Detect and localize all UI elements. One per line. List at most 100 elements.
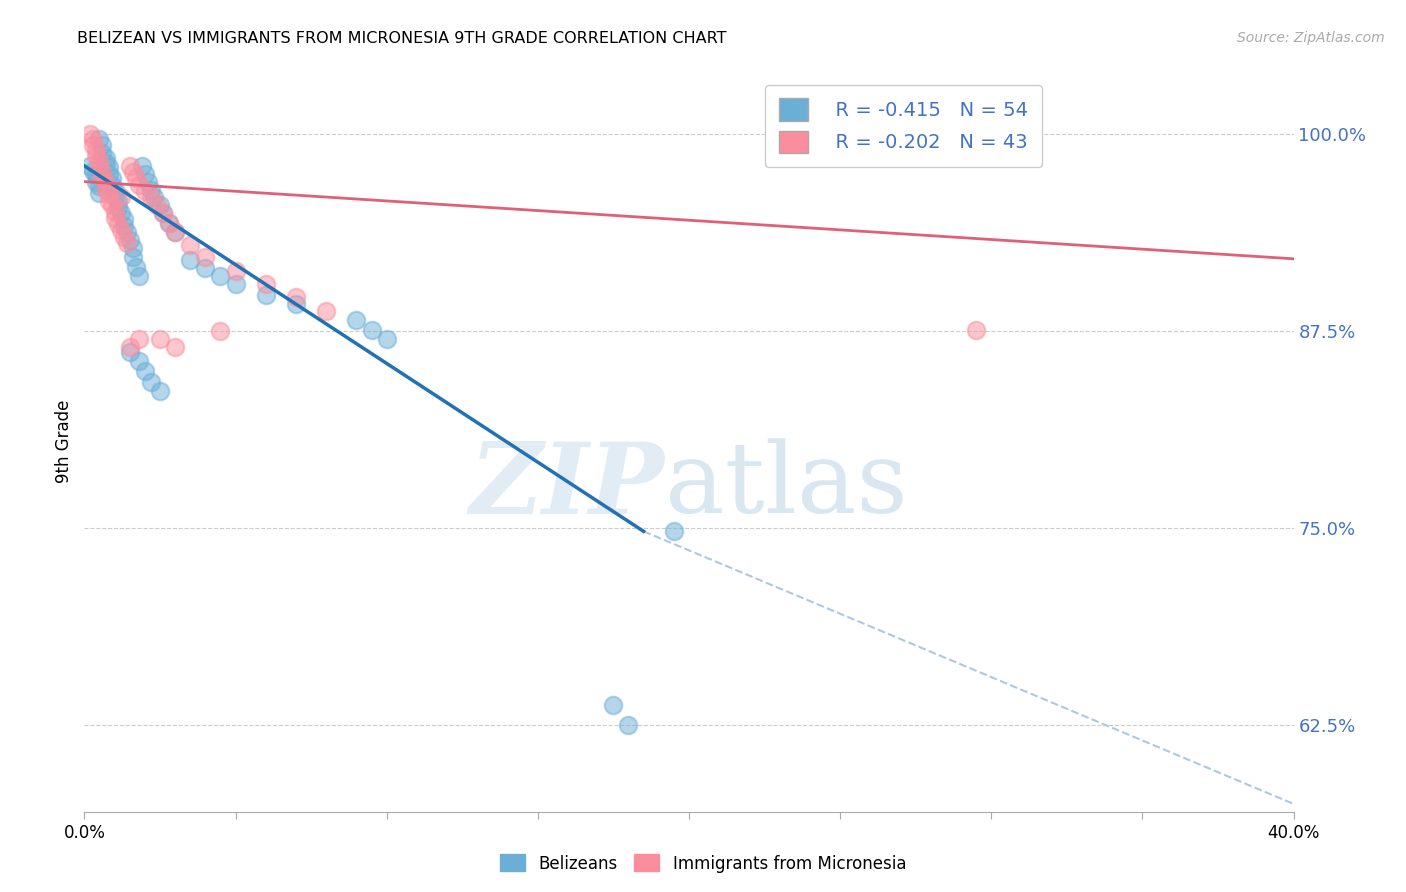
Point xyxy=(89,132,111,146)
Point xyxy=(104,211,127,225)
Point xyxy=(82,138,104,153)
Point xyxy=(79,128,101,142)
Y-axis label: 9th Grade: 9th Grade xyxy=(55,400,73,483)
Point xyxy=(118,233,141,247)
Text: Source: ZipAtlas.com: Source: ZipAtlas.com xyxy=(1237,31,1385,45)
Point xyxy=(82,132,104,146)
Point xyxy=(89,154,111,169)
Point xyxy=(157,216,180,230)
Point xyxy=(79,159,101,173)
Point xyxy=(134,184,156,198)
Point xyxy=(225,264,247,278)
Point xyxy=(100,198,122,212)
Point xyxy=(86,175,108,189)
Point xyxy=(136,175,159,189)
Point xyxy=(104,182,127,196)
Point xyxy=(121,165,143,179)
Point xyxy=(285,297,308,311)
Point xyxy=(86,143,108,157)
Point xyxy=(602,698,624,712)
Point xyxy=(149,384,172,398)
Point xyxy=(110,206,132,220)
Text: BELIZEAN VS IMMIGRANTS FROM MICRONESIA 9TH GRADE CORRELATION CHART: BELIZEAN VS IMMIGRANTS FROM MICRONESIA 9… xyxy=(77,31,727,46)
Point xyxy=(86,149,108,163)
Point xyxy=(152,206,174,220)
Point xyxy=(91,171,114,186)
Point xyxy=(107,200,129,214)
Point xyxy=(131,159,153,173)
Point xyxy=(82,163,104,178)
Point xyxy=(112,219,135,233)
Point xyxy=(157,216,180,230)
Point xyxy=(128,354,150,368)
Text: ZIP: ZIP xyxy=(470,438,665,534)
Text: atlas: atlas xyxy=(665,438,907,533)
Point xyxy=(91,165,114,179)
Point xyxy=(965,323,987,337)
Point xyxy=(662,524,685,539)
Point xyxy=(165,340,187,354)
Point xyxy=(152,206,174,220)
Point xyxy=(115,235,138,250)
Point xyxy=(110,223,132,237)
Point xyxy=(375,332,398,346)
Point xyxy=(617,718,640,732)
Point xyxy=(97,194,120,208)
Point xyxy=(346,313,368,327)
Point xyxy=(118,159,141,173)
Point xyxy=(100,171,122,186)
Point xyxy=(94,182,117,196)
Point xyxy=(134,364,156,378)
Point xyxy=(139,190,162,204)
Point xyxy=(97,167,120,181)
Point xyxy=(112,229,135,244)
Point xyxy=(146,198,169,212)
Point xyxy=(89,161,111,175)
Point xyxy=(254,288,277,302)
Point xyxy=(94,176,117,190)
Point xyxy=(110,190,132,204)
Point xyxy=(107,194,129,208)
Point xyxy=(194,250,217,264)
Legend: Belizeans, Immigrants from Micronesia: Belizeans, Immigrants from Micronesia xyxy=(494,847,912,880)
Point xyxy=(115,225,138,239)
Point xyxy=(86,169,108,183)
Point xyxy=(315,303,337,318)
Point xyxy=(104,189,127,203)
Point xyxy=(91,146,114,161)
Point xyxy=(97,187,120,202)
Point xyxy=(121,250,143,264)
Point xyxy=(118,340,141,354)
Point xyxy=(125,171,148,186)
Point xyxy=(285,290,308,304)
Point xyxy=(91,138,114,153)
Point xyxy=(165,225,187,239)
Point xyxy=(209,324,232,338)
Point xyxy=(142,190,165,204)
Point xyxy=(128,269,150,284)
Point xyxy=(179,237,201,252)
Point xyxy=(89,179,111,194)
Point xyxy=(104,204,127,219)
Point xyxy=(149,198,172,212)
Point xyxy=(139,375,162,389)
Point xyxy=(118,344,141,359)
Legend:   R = -0.415   N = 54,   R = -0.202   N = 43: R = -0.415 N = 54, R = -0.202 N = 43 xyxy=(765,85,1042,167)
Point xyxy=(125,260,148,274)
Point xyxy=(128,332,150,346)
Point xyxy=(139,182,162,196)
Point xyxy=(89,186,111,200)
Point xyxy=(149,332,172,346)
Point xyxy=(179,253,201,268)
Point xyxy=(165,225,187,239)
Point xyxy=(121,241,143,255)
Point xyxy=(194,261,217,276)
Point xyxy=(112,212,135,227)
Point xyxy=(107,217,129,231)
Point xyxy=(225,277,247,291)
Point xyxy=(97,161,120,175)
Point xyxy=(94,155,117,169)
Point xyxy=(94,151,117,165)
Point xyxy=(128,178,150,192)
Point xyxy=(134,167,156,181)
